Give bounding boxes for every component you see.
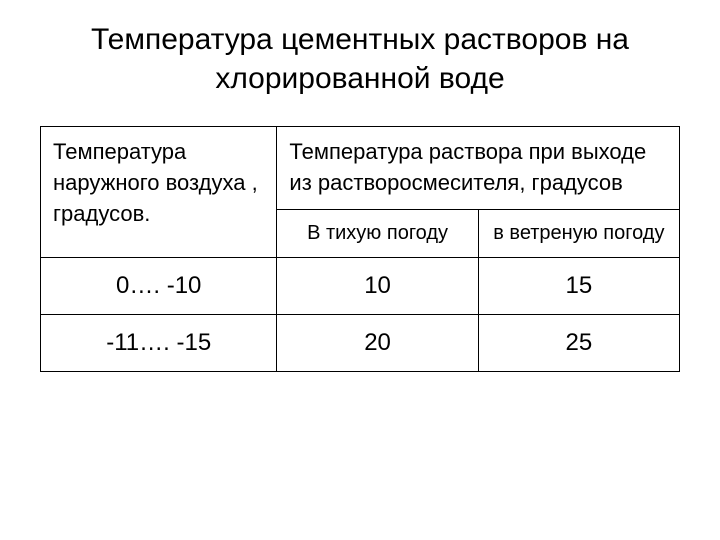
cell-range: -11…. -15 [41, 314, 277, 371]
cell-calm: 10 [277, 257, 478, 314]
subheader-windy: в ветреную погоду [478, 209, 679, 257]
table-row: 0…. -10 10 15 [41, 257, 680, 314]
page-title: Температура цементных растворов на хлори… [40, 20, 680, 98]
header-solution-temp: Температура раствора при выходе из раств… [277, 127, 680, 210]
subheader-calm: В тихую погоду [277, 209, 478, 257]
cell-calm: 20 [277, 314, 478, 371]
cell-windy: 25 [478, 314, 679, 371]
table-header-row: Температура наружного воздуха , градусов… [41, 127, 680, 210]
temperature-table: Температура наружного воздуха , градусов… [40, 126, 680, 372]
cell-range: 0…. -10 [41, 257, 277, 314]
cell-windy: 15 [478, 257, 679, 314]
header-air-temp: Температура наружного воздуха , градусов… [41, 127, 277, 258]
table-row: -11…. -15 20 25 [41, 314, 680, 371]
